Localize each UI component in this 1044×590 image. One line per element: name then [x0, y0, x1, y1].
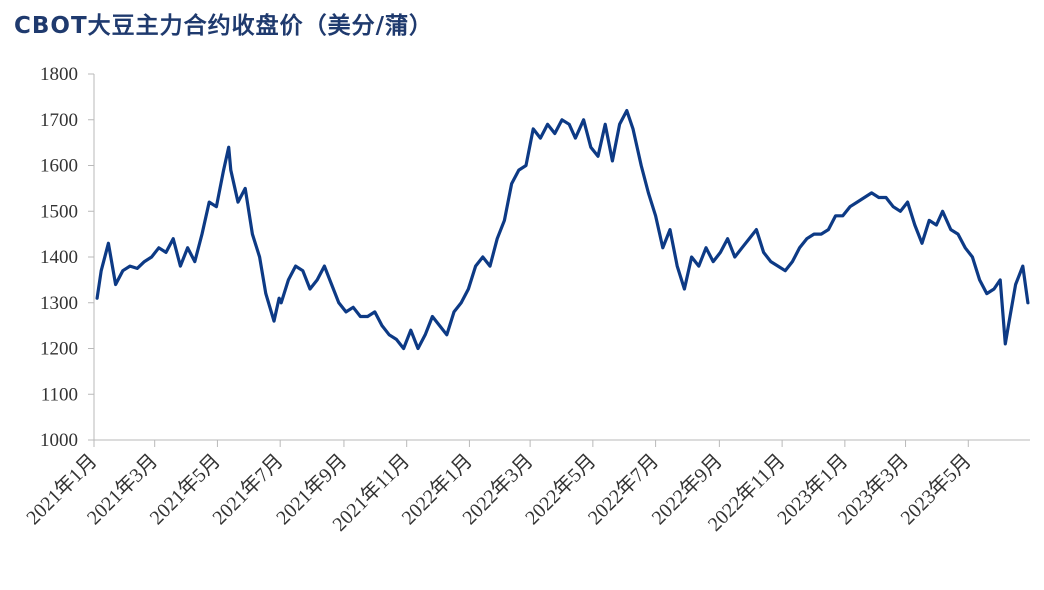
- y-tick-label: 1100: [41, 384, 78, 405]
- chart-title: CBOT大豆主力合约收盘价（美分/蒲）: [14, 13, 434, 39]
- x-axis-ticks: 2021年1月2021年3月2021年5月2021年7月2021年9月2021年…: [22, 440, 976, 536]
- y-tick-label: 1500: [40, 201, 78, 222]
- y-tick-label: 1800: [40, 64, 78, 85]
- y-tick-label: 1300: [40, 293, 78, 314]
- price-series-line: [95, 108, 1030, 351]
- series-group: [95, 108, 1030, 351]
- y-tick-label: 1700: [40, 110, 78, 131]
- y-tick-label: 1200: [40, 339, 78, 360]
- y-tick-label: 1000: [40, 430, 78, 451]
- y-axis-ticks: 1000 1100 1200 1300 1400 1500 1600 1700 1800: [40, 64, 94, 451]
- y-tick-label: 1600: [40, 156, 78, 177]
- y-tick-label: 1400: [40, 247, 78, 268]
- axes: [93, 74, 1030, 441]
